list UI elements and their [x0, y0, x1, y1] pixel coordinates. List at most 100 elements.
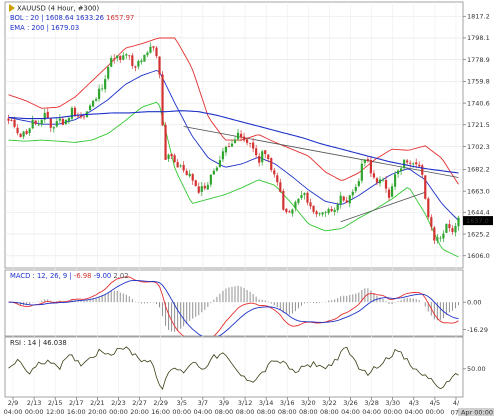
rsi-legend: RSI : 14 | 46.038: [10, 339, 67, 347]
candle-body-81: [252, 142, 255, 149]
x-time-label-19: 04:00: [404, 408, 423, 416]
x-date-label-11: 3/12: [238, 399, 253, 407]
macd-signal-value: -9.00: [94, 272, 112, 280]
candle-body-40: [128, 55, 131, 57]
candle-body-111: [342, 196, 345, 201]
x-current-time-box: [458, 408, 494, 416]
x-date-label-18: 3/30: [385, 399, 400, 407]
candle-body-87: [270, 158, 273, 170]
candle-body-138: [424, 175, 427, 199]
candle-body-46: [146, 52, 149, 56]
candle-body-61: [191, 174, 194, 181]
candle-body-9: [34, 120, 37, 125]
candle-body-96: [297, 198, 300, 203]
candle-body-64: [200, 186, 203, 192]
candle-body-118: [363, 159, 366, 163]
current-price-label: 1637.0: [466, 217, 489, 225]
x-time-label-2: 12:00: [46, 408, 65, 416]
candle-body-30: [98, 88, 101, 100]
candle-body-127: [390, 186, 394, 197]
candle-body-15: [52, 127, 55, 129]
candle-body-83: [258, 156, 261, 163]
x-date-label-19: 4/3: [409, 399, 419, 407]
candle-body-18: [61, 118, 64, 125]
candle-body-42: [134, 66, 137, 68]
candle-body-58: [182, 164, 185, 171]
candle-body-28: [91, 100, 95, 107]
candle-body-5: [22, 131, 25, 137]
candle-body-121: [372, 173, 376, 178]
rsi-tick-label-0: 50.00: [467, 365, 486, 373]
candle-body-114: [351, 191, 354, 196]
candle-body-76: [236, 132, 240, 140]
candle-body-59: [185, 170, 188, 176]
x-time-label-4: 20:00: [88, 408, 107, 416]
candle-body-128: [393, 174, 397, 187]
candle-body-55: [173, 155, 176, 163]
x-axis: 2/904:002/1300:002/1512:002/1716:002/212…: [4, 397, 494, 417]
candle-body-109: [336, 204, 339, 211]
candle-body-21: [70, 107, 74, 119]
x-date-label-0: 2/9: [8, 399, 18, 407]
x-date-label-8: 3/5: [177, 399, 187, 407]
candle-body-112: [345, 200, 348, 203]
bol-label: BOL : 20: [10, 14, 39, 22]
candle-body-44: [140, 60, 143, 63]
candle-body-94: [291, 209, 294, 214]
candle-body-1: [10, 120, 13, 121]
candle-body-4: [19, 133, 22, 138]
candle-body-95: [294, 201, 297, 209]
candle-body-78: [242, 136, 246, 141]
candle-body-116: [357, 181, 360, 187]
candle-body-145: [445, 223, 448, 233]
candle-body-97: [300, 195, 303, 198]
candle-body-37: [119, 55, 122, 60]
candle-body-56: [176, 162, 179, 168]
candle-body-108: [333, 209, 336, 212]
candle-body-75: [233, 139, 237, 144]
candle-body-2: [13, 119, 16, 127]
candle-body-102: [315, 211, 318, 215]
x-time-label-9: 04:00: [193, 408, 212, 416]
candle-body-125: [384, 179, 388, 189]
candle-body-3: [16, 127, 19, 134]
candle-body-48: [152, 46, 155, 48]
candle-body-122: [375, 178, 379, 183]
candle-body-50: [158, 56, 161, 75]
x-date-label-15: 3/22: [322, 399, 337, 407]
macd-signal-line: [8, 280, 459, 336]
x-time-label-14: 08:00: [299, 408, 318, 416]
x-date-label-9: 3/7: [198, 399, 208, 407]
candle-body-110: [339, 195, 342, 205]
candle-body-6: [25, 131, 28, 134]
macd-series: [8, 276, 459, 336]
ema-value: 1679.03: [51, 24, 79, 32]
macd-label: MACD : 12, 26, 9: [10, 272, 67, 280]
candle-body-16: [55, 121, 58, 127]
candle-body-126: [387, 189, 391, 198]
candle-body-71: [221, 151, 225, 160]
x-time-label-16: 04:00: [341, 408, 360, 416]
y-tick-label-0: 1817.2: [467, 13, 490, 21]
candle-body-124: [381, 179, 385, 181]
y-tick-label-7: 1682.2: [467, 166, 490, 174]
candle-body-7: [28, 128, 31, 133]
x-date-label-2: 2/15: [48, 399, 63, 407]
candle-body-22: [73, 107, 77, 117]
candle-body-41: [131, 55, 134, 66]
candle-body-73: [227, 146, 231, 147]
candle-body-113: [348, 195, 351, 204]
candle-body-68: [212, 170, 215, 175]
candle-body-82: [255, 148, 258, 156]
candle-body-14: [49, 118, 52, 128]
candle-body-129: [396, 170, 400, 175]
candle-body-38: [122, 55, 125, 60]
ema-label: EMA : 200: [10, 24, 44, 32]
x-time-label-11: 08:00: [236, 408, 255, 416]
candle-body-119: [366, 159, 369, 161]
y-tick-label-6: 1702.3: [467, 143, 490, 151]
bol-upper: 1657.97: [106, 14, 134, 22]
candle-body-13: [46, 111, 49, 119]
